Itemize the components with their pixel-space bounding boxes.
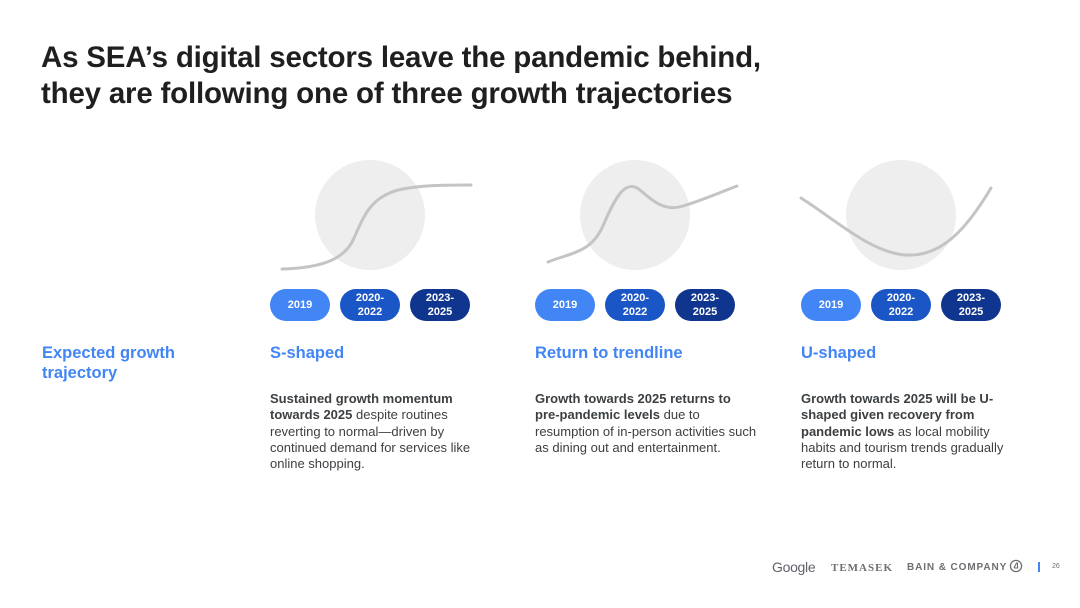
pill-2020-2022: 2020- 2022: [871, 289, 931, 321]
footer: Google TEMASEK BAIN & COMPANY 26: [0, 558, 1080, 578]
google-logo: Google: [772, 559, 816, 575]
pill-2020-2022: 2020- 2022: [340, 289, 400, 321]
s-curve-icon: [280, 160, 473, 271]
trajectory-name: Return to trendline: [535, 344, 683, 362]
trajectory-name: U-shaped: [801, 344, 877, 362]
page-title: As SEA’s digital sectors leave the pande…: [41, 40, 941, 112]
pill-2023-2025: 2023- 2025: [410, 289, 470, 321]
bain-circle-icon: [1009, 559, 1023, 573]
pill-2019: 2019: [535, 289, 595, 321]
u-curve-icon: [799, 160, 993, 270]
trajectory-column-s-shaped: 2019 2020- 2022 2023- 2025 S-shaped Sust…: [270, 0, 510, 608]
page-number: 26: [1052, 563, 1060, 570]
year-pills: 2019 2020- 2022 2023- 2025: [535, 289, 735, 321]
pill-2020-2022: 2020- 2022: [605, 289, 665, 321]
trajectory-column-return-to-trendline: 2019 2020- 2022 2023- 2025 Return to tre…: [535, 0, 775, 608]
trajectory-description: Growth towards 2025 returns to pre-pande…: [535, 391, 757, 456]
title-line-2: they are following one of three growth t…: [41, 77, 733, 110]
title-line-1: As SEA’s digital sectors leave the pande…: [41, 41, 761, 74]
description-rest: as local mobility habits and tourism tre…: [801, 423, 1004, 472]
trajectory-column-u-shaped: 2019 2020- 2022 2023- 2025 U-shaped Grow…: [799, 0, 1041, 608]
trajectory-description: Sustained growth momentum towards 2025 d…: [270, 391, 492, 472]
pill-2023-2025: 2023- 2025: [675, 289, 735, 321]
row-label-expected-growth: Expected growth trajectory: [42, 344, 175, 382]
description-bold: Sustained growth momentum towards 2025: [270, 391, 453, 423]
year-pills: 2019 2020- 2022 2023- 2025: [801, 289, 1001, 321]
description-bold: Growth towards 2025 returns to pre-pande…: [535, 391, 731, 423]
description-rest: despite routines reverting to normal—dri…: [270, 407, 471, 472]
pill-2023-2025: 2023- 2025: [941, 289, 1001, 321]
year-pills: 2019 2020- 2022 2023- 2025: [270, 289, 470, 321]
temasek-logo: TEMASEK: [831, 562, 894, 574]
trajectory-name: S-shaped: [270, 344, 345, 362]
description-rest: due to resumption of in-person activitie…: [535, 407, 757, 455]
footer-divider: [1038, 562, 1040, 572]
pill-2019: 2019: [801, 289, 861, 321]
trendline-curve-icon: [546, 160, 739, 270]
pill-2019: 2019: [270, 289, 330, 321]
description-bold: Growth towards 2025 will be U-shaped giv…: [801, 391, 994, 439]
trajectory-description: Growth towards 2025 will be U-shaped giv…: [801, 391, 1023, 472]
bain-logo: BAIN & COMPANY: [907, 562, 1008, 573]
